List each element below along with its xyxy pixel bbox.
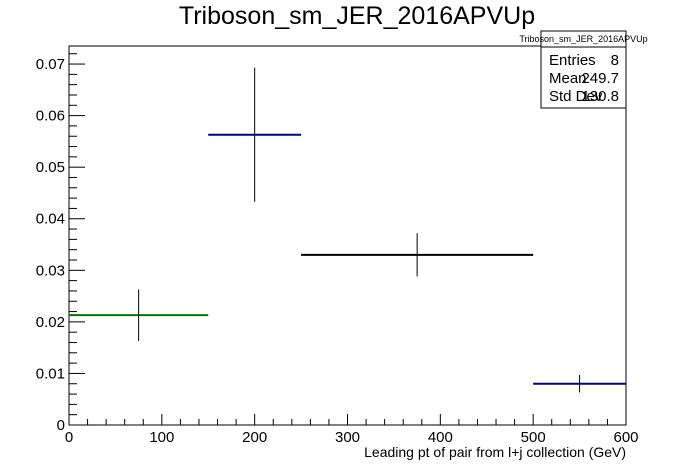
- stats-stddev-value: 130.8: [581, 88, 619, 105]
- y-axis: 0 0.01 0.02 0.03 0.04 0.05 0.06 0.07: [36, 53, 85, 434]
- x-tick-label: 200: [242, 429, 267, 446]
- x-tick-label: 600: [613, 429, 638, 446]
- x-axis-title: Leading pt of pair from l+j collection (…: [364, 444, 626, 460]
- x-tick-label: 400: [428, 429, 453, 446]
- histogram-bins: [69, 67, 626, 393]
- stats-mean-label: Mean: [549, 70, 587, 87]
- x-tick-label: 300: [335, 429, 360, 446]
- stats-box-frame: [540, 30, 627, 109]
- y-tick-label: 0.01: [36, 365, 65, 382]
- y-tick-label: 0.02: [36, 314, 65, 331]
- x-axis: 0 100 200 300 400 500 600: [65, 414, 639, 446]
- y-tick-label: 0.04: [36, 211, 65, 228]
- y-tick-label: 0.07: [36, 56, 65, 73]
- chart-title: Triboson_sm_JER_2016APVUp: [179, 2, 535, 30]
- stats-entries-label: Entries: [549, 52, 596, 69]
- y-tick-label: 0: [57, 417, 65, 434]
- stats-box-title: Triboson_sm_JER_2016APVUp: [519, 34, 647, 44]
- x-tick-label: 100: [149, 429, 174, 446]
- x-tick-label: 500: [521, 429, 546, 446]
- stats-mean-value: 249.7: [581, 70, 619, 87]
- y-tick-label: 0.03: [36, 262, 65, 279]
- stats-box: Triboson_sm_JER_2016APVUp Entries 8 Mean…: [519, 30, 648, 109]
- x-tick-label: 0: [65, 429, 73, 446]
- stats-stddev-label: Std Dev: [549, 88, 603, 105]
- y-tick-label: 0.05: [36, 159, 65, 176]
- y-tick-label: 0.06: [36, 108, 65, 125]
- stats-entries-value: 8: [611, 52, 619, 69]
